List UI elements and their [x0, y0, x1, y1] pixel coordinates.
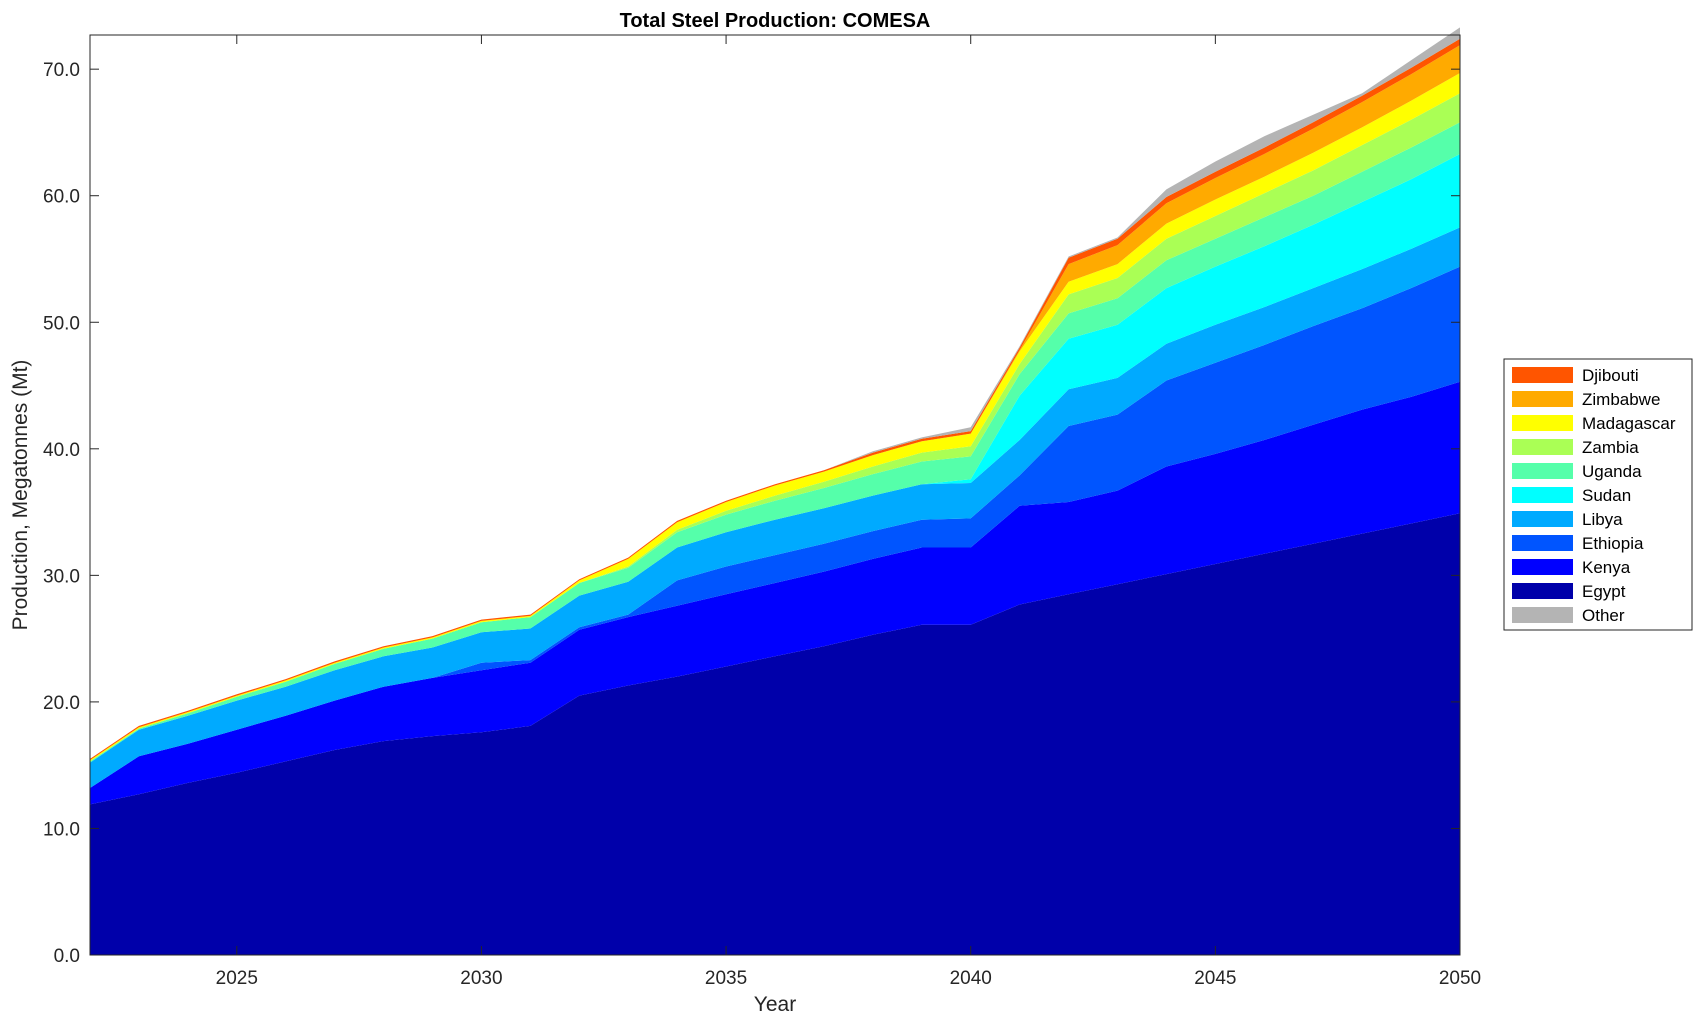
legend-label-zambia: Zambia — [1582, 438, 1639, 457]
chart-title: Total Steel Production: COMESA — [620, 10, 931, 32]
legend-label-djibouti: Djibouti — [1582, 366, 1639, 385]
y-tick-label: 40.0 — [43, 440, 80, 461]
legend-swatch-kenya — [1512, 559, 1573, 575]
legend-swatch-uganda — [1512, 463, 1573, 479]
legend-label-kenya: Kenya — [1582, 558, 1631, 577]
area-kenya — [90, 381, 1460, 805]
legend-label-libya: Libya — [1582, 510, 1623, 529]
y-axis-ticks: 0.0 10.0 20.0 30.0 40.0 50.0 60.0 70.0 — [43, 60, 1460, 967]
legend-label-sudan: Sudan — [1582, 486, 1631, 505]
y-tick-label: 20.0 — [43, 693, 80, 714]
x-axis-label: Year — [754, 993, 796, 1016]
y-axis-label: Production, Megatonnes (Mt) — [9, 360, 32, 631]
legend-swatch-egypt — [1512, 583, 1573, 599]
legend-swatch-zimbabwe — [1512, 391, 1573, 407]
x-tick-label: 2035 — [705, 968, 747, 989]
legend: Djibouti Zimbabwe Madagascar Zambia Uganda Su… — [1503, 358, 1693, 631]
plot-frame — [89, 34, 1461, 956]
legend-label-ethiopia: Ethiopia — [1582, 534, 1644, 553]
y-tick-label: 0.0 — [54, 946, 80, 967]
x-tick-label: 2040 — [950, 968, 992, 989]
x-tick-label: 2045 — [1194, 968, 1236, 989]
area-series-group — [90, 27, 1460, 955]
legend-swatch-zambia — [1512, 439, 1573, 455]
legend-swatch-djibouti — [1512, 367, 1573, 383]
legend-label-madagascar: Madagascar — [1582, 414, 1676, 433]
legend-label-uganda: Uganda — [1582, 462, 1642, 481]
x-axis-ticks: 2025 2030 2035 2040 2045 2050 — [216, 35, 1481, 989]
y-tick-label: 60.0 — [43, 187, 80, 208]
legend-label-zimbabwe: Zimbabwe — [1582, 390, 1660, 409]
area-libya — [90, 227, 1460, 788]
x-tick-label: 2025 — [216, 968, 258, 989]
legend-swatch-other — [1512, 607, 1573, 623]
legend-items: Djibouti Zimbabwe Madagascar Zambia Uganda Su… — [1512, 366, 1676, 625]
area-egypt — [90, 513, 1460, 955]
legend-label-other: Other — [1582, 606, 1625, 625]
legend-swatch-libya — [1512, 511, 1573, 527]
legend-swatch-madagascar — [1512, 415, 1573, 431]
y-tick-label: 70.0 — [43, 60, 80, 81]
y-tick-label: 50.0 — [43, 313, 80, 334]
y-tick-label: 10.0 — [43, 819, 80, 840]
y-tick-label: 30.0 — [43, 566, 80, 587]
legend-swatch-sudan — [1512, 487, 1573, 503]
x-tick-label: 2030 — [460, 968, 502, 989]
legend-label-egypt: Egypt — [1582, 582, 1626, 601]
legend-swatch-ethiopia — [1512, 535, 1573, 551]
x-tick-label: 2050 — [1439, 968, 1481, 989]
